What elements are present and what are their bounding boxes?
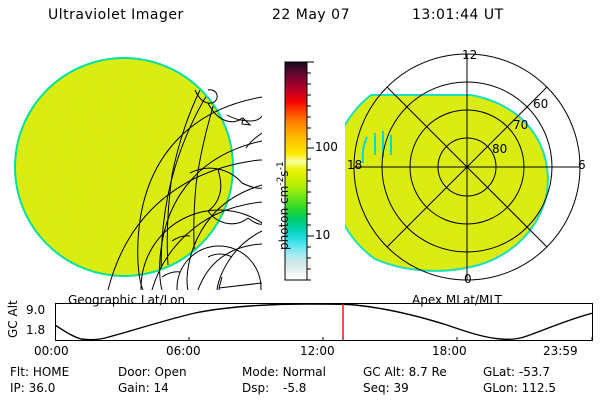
status-row2-ip: IP: 36.0: [10, 381, 55, 395]
orbit-xtick-3: 18:00: [432, 344, 467, 358]
mlt-label-6: 6: [578, 158, 586, 172]
orbit-plot-frame: [55, 303, 593, 341]
orbit-ytick-high: 9.0: [26, 303, 46, 317]
status-glon-value: 112.5: [521, 381, 556, 395]
mlt-label-18: 18: [347, 158, 363, 172]
status-mode-value: Normal: [282, 365, 326, 379]
status-gcalt-value: 8.7 Re: [408, 365, 447, 379]
mlt-label-12: 12: [462, 48, 478, 62]
status-row2-glon: GLon: 112.5: [483, 381, 556, 395]
status-gcalt-key: GC Alt:: [363, 365, 405, 379]
status-row2-gain: Gain: 14: [118, 381, 169, 395]
status-row1-door: Door: Open: [118, 365, 187, 379]
status-dsp-key: Dsp:: [242, 381, 270, 395]
observation-date: 22 May 07: [272, 7, 350, 23]
orbit-ytick-low: 1.8: [26, 323, 46, 337]
coastline-overlay: [161, 89, 262, 289]
colorbar-title-main: photon cm: [277, 185, 291, 250]
colorbar-title-exp1: -2: [276, 176, 286, 186]
status-seq-value: 39: [393, 381, 409, 395]
mlat-label-80: 80: [492, 142, 508, 156]
orbit-altitude-plot: [55, 303, 593, 341]
colorbar: [272, 55, 348, 290]
aurora-disc-fill: [16, 59, 232, 275]
mlt-spokes: [354, 54, 580, 280]
status-row1-glat: GLat: -53.7: [483, 365, 550, 379]
mlat-label-60: 60: [533, 97, 549, 111]
status-door-key: Door:: [118, 365, 151, 379]
colorbar-tick-10: 10: [315, 228, 331, 242]
status-row1-flt: Flt: HOME: [10, 365, 69, 379]
mlt-label-0: 0: [464, 272, 472, 286]
orbit-xtick-4: 23:59: [543, 344, 578, 358]
status-row1-mode: Mode: Normal: [242, 365, 326, 379]
status-door-value: Open: [154, 365, 187, 379]
colorbar-gradient: [285, 62, 307, 280]
mlat-label-70: 70: [513, 118, 529, 132]
observation-time: 13:01:44 UT: [412, 7, 504, 23]
colorbar-axis-title: photon cm-2s-1: [276, 161, 291, 250]
status-dsp-value: -5.8: [282, 381, 307, 395]
orbit-xtick-2: 12:00: [300, 344, 335, 358]
status-flt-key: Flt:: [10, 365, 29, 379]
colorbar-ticks: [307, 61, 314, 281]
status-gain-key: Gain:: [118, 381, 150, 395]
colorbar-frame: [284, 61, 308, 281]
instrument-title: Ultraviolet Imager: [48, 7, 184, 23]
apex-mlat-mlt-panel: [345, 45, 595, 290]
status-row1-gcalt: GC Alt: 8.7 Re: [363, 365, 447, 379]
status-ip-value: 36.0: [28, 381, 56, 395]
status-glon-key: GLon:: [483, 381, 518, 395]
status-glat-value: -53.7: [518, 365, 550, 379]
aurora-data-region: [345, 94, 549, 272]
status-glat-key: GLat:: [483, 365, 516, 379]
orbit-ylabel: GC Alt: [6, 300, 20, 338]
status-gain-value: 14: [153, 381, 169, 395]
status-row2-seq: Seq: 39: [363, 381, 409, 395]
colorbar-title-exp2: -1: [276, 161, 286, 171]
status-seq-key: Seq:: [363, 381, 390, 395]
orbit-altitude-curve: [55, 303, 593, 341]
status-mode-key: Mode:: [242, 365, 279, 379]
status-flt-value: HOME: [32, 365, 70, 379]
status-row2-dsp: Dsp: -5.8: [242, 381, 306, 395]
status-ip-key: IP:: [10, 381, 25, 395]
colorbar-title-mid: s: [277, 170, 291, 177]
orbit-xtick-1: 06:00: [166, 344, 201, 358]
orbit-xticks: [55, 337, 593, 341]
orbit-xtick-0: 00:00: [34, 344, 69, 358]
colorbar-tick-100: 100: [315, 140, 338, 154]
geographic-image-panel: [12, 45, 262, 290]
graticule-overlay: [107, 96, 262, 290]
